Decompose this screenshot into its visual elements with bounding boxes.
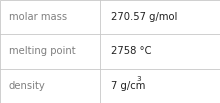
- Text: melting point: melting point: [9, 46, 75, 57]
- Text: 7 g/cm: 7 g/cm: [111, 81, 145, 91]
- Text: molar mass: molar mass: [9, 12, 67, 22]
- Text: density: density: [9, 81, 46, 91]
- Text: 2758 °C: 2758 °C: [111, 46, 152, 57]
- Text: 270.57 g/mol: 270.57 g/mol: [111, 12, 178, 22]
- Text: 3: 3: [136, 76, 141, 82]
